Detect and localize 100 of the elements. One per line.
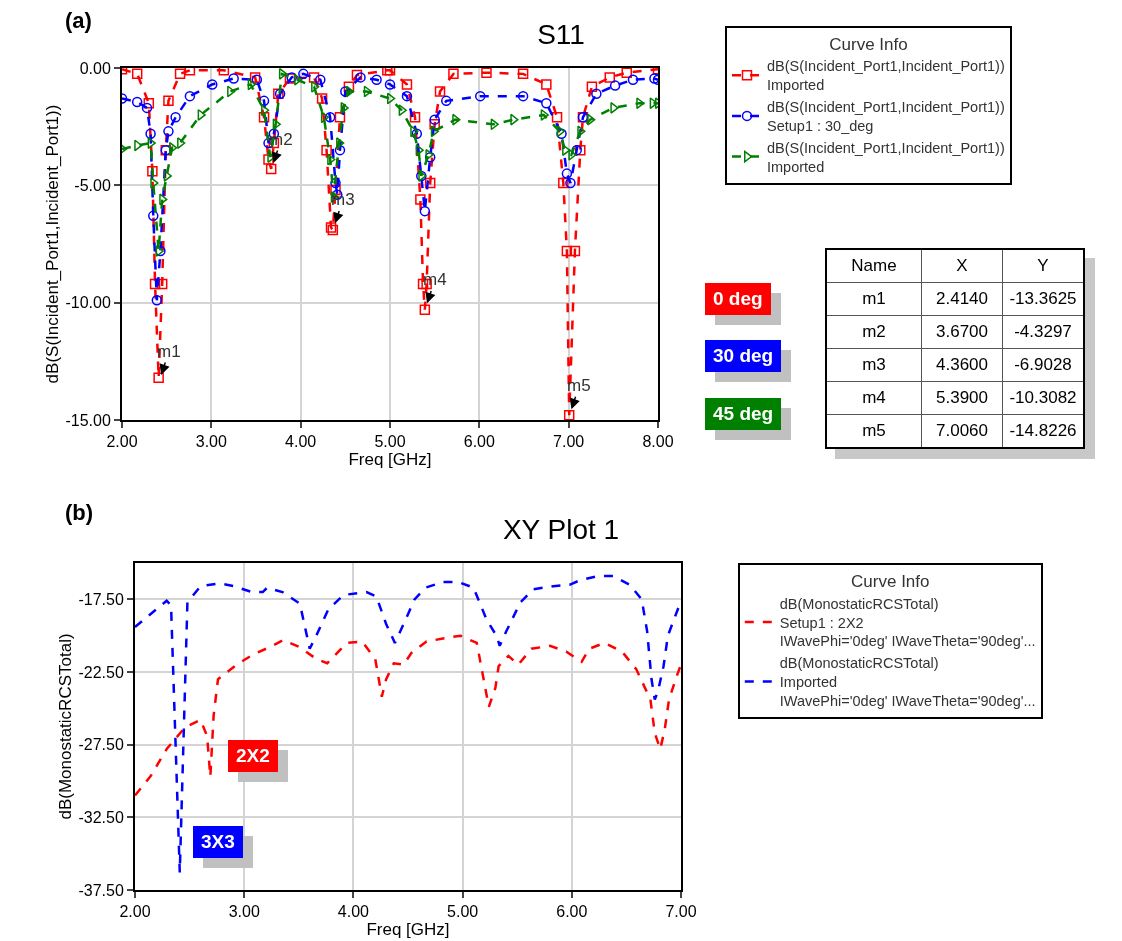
point [401,79,413,90]
point [174,68,186,80]
point [324,112,336,123]
text: 7.0060 [921,414,1003,448]
point [153,372,164,384]
point [184,90,196,102]
point [415,194,426,205]
text: 5.3900 [921,381,1003,415]
point [409,112,421,123]
text: m1 [826,282,922,316]
point [148,210,159,222]
text: (b) [65,500,94,526]
point [430,125,440,138]
x-axis-title: Freq [GHz] [366,920,450,940]
chart-title: XY Plot 1 [502,513,620,545]
point [481,68,492,78]
point [321,144,332,156]
point [141,102,153,114]
y-tick-label: -37.50 [78,881,124,899]
point [228,73,239,84]
point [149,278,161,290]
text: 3.6700 [921,315,1003,349]
point [170,112,181,123]
point [150,177,159,189]
text: (a) [65,8,92,34]
point [330,177,341,189]
point [163,95,174,107]
x-tick-label: 2.00 [106,433,138,451]
y-tick-label: -17.50 [78,590,124,608]
line-series [135,634,681,797]
point [163,126,174,137]
text: 30 deg [705,340,782,372]
point [371,74,382,85]
annotation: 3X3 [193,826,243,858]
point [316,93,328,104]
point [419,205,431,217]
x-tick-label: 6.00 [463,433,495,451]
line-series [135,574,681,874]
legend-label: dB(MonostaticRCSTotal) Setup1 : 2X2 IWavePhi='0deg' IWaveTheta='90deg'... [779,595,1036,650]
annotation: m3 [331,190,355,209]
point [419,304,431,315]
point [278,68,288,80]
point [561,245,573,257]
line-series [122,68,658,420]
point [569,245,581,257]
point [424,177,436,189]
point [565,177,576,189]
y-tick-label: -32.50 [78,808,124,826]
point [517,90,529,102]
x-tick-label: 7.00 [553,433,585,451]
x-axis-title: Freq [GHz] [348,450,432,470]
point [448,68,459,80]
y-axis-title: dB(MonostaticRCSTotal) [56,633,76,820]
text: -4.3297 [1002,315,1084,349]
point [351,69,363,81]
x-tick-label: 4.00 [337,903,370,921]
point [384,79,396,90]
point [621,68,632,78]
x-tick-label: 7.00 [665,903,697,921]
point [334,144,346,156]
text: m5 [826,414,922,448]
y-tick-label: -5.00 [74,176,111,194]
point [441,95,452,107]
text: 2.4140 [921,282,1003,316]
point [145,128,156,139]
point [265,163,277,175]
y-tick-label: -22.50 [78,663,124,681]
point [206,79,218,90]
point [308,72,320,83]
point [315,74,326,85]
point [627,74,639,85]
text: Name [826,249,922,283]
point [411,128,423,139]
legend-label: dB(MonostaticRCSTotal) Imported IWavePhi='0deg' IWaveTheta='90deg'... [779,655,1036,709]
point [517,68,529,80]
point [345,85,355,98]
point [401,90,413,102]
point [541,97,552,109]
point [474,90,486,102]
chart-title: S11 [537,18,585,50]
text: 45 deg [705,398,782,430]
legend-title: Curve Info [829,34,908,54]
legend-label: dB(S(Incident_Port1,Incident_Port1)) Imported [767,139,1005,175]
text: m4 [826,381,922,415]
point [563,410,575,420]
point [541,79,552,90]
x-tick-label: 5.00 [374,433,406,451]
point [131,96,143,108]
point [131,68,143,80]
point [151,295,163,306]
point [258,112,270,123]
point [558,177,569,189]
x-tick-label: 2.00 [119,903,151,921]
point [147,166,158,177]
point [320,111,330,124]
point [163,170,172,182]
annotation: m5 [567,376,591,395]
point [429,119,440,130]
y-tick-label: 0.00 [79,59,111,77]
y-tick-label: -10.00 [65,294,111,312]
